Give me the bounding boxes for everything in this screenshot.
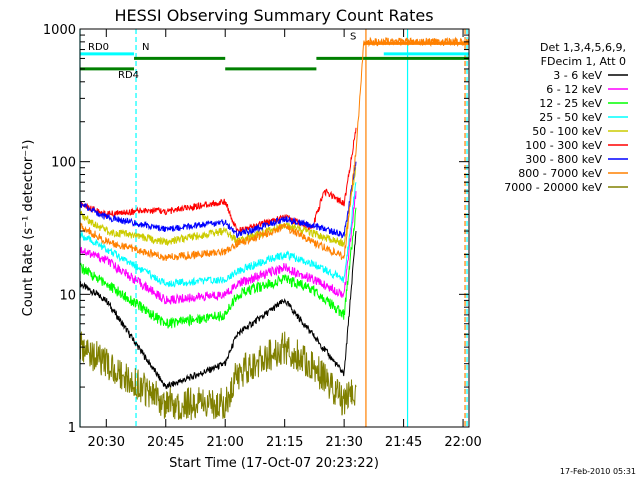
legend-header-line-1: Det 1,3,4,5,6,9, (540, 41, 626, 54)
series-line-1 (79, 230, 357, 390)
status-label-rd4: RD4 (118, 70, 139, 81)
footer-timestamp: 17-Feb-2010 05:31 (560, 467, 636, 476)
status-label-s: S (350, 31, 356, 42)
legend-label: 12 - 25 keV (539, 97, 602, 110)
y-axis: 1 10 100 1000 (43, 23, 469, 436)
legend-label: 800 - 7000 keV (518, 167, 602, 180)
series-line-8 (79, 36, 470, 261)
legend-header-line-2: FDecim 1, Att 0 (541, 55, 626, 68)
y-tick-label: 10 (59, 288, 76, 303)
x-tick-label: 20:30 (88, 435, 125, 450)
x-axis: 20:30 20:45 21:00 21:15 21:30 21:45 22:00 (88, 29, 482, 450)
series-line-7 (79, 161, 357, 239)
legend-label: 25 - 50 keV (539, 111, 602, 124)
legend-label: 100 - 300 keV (525, 139, 602, 152)
chart-title: HESSI Observing Summary Count Rates (114, 6, 433, 25)
series-line-4 (79, 182, 357, 288)
series-line-2 (79, 191, 357, 305)
legend-label: 50 - 100 keV (532, 125, 602, 138)
y-tick-label: 100 (51, 156, 76, 171)
x-tick-label: 21:30 (325, 435, 362, 450)
series-line-5 (79, 166, 357, 247)
x-tick-label: 22:00 (444, 435, 481, 450)
y-axis-label: Count Rate (s⁻¹ detector⁻¹) (21, 140, 36, 317)
x-tick-label: 21:45 (385, 435, 422, 450)
series-line-9 (79, 330, 357, 421)
y-tick-label: 1000 (43, 23, 76, 38)
legend-label: 300 - 800 keV (525, 153, 602, 166)
x-tick-label: 21:00 (206, 435, 243, 450)
x-tick-label: 21:15 (266, 435, 303, 450)
y-tick-label: 1 (68, 421, 76, 436)
legend-label: 6 - 12 keV (546, 83, 602, 96)
status-label-n: N (142, 42, 149, 53)
legend-label: 3 - 6 keV (553, 69, 602, 82)
legend: Det 1,3,4,5,6,9, FDecim 1, Att 0 3 - 6 k… (504, 41, 628, 194)
status-label-rd0: RD0 (88, 42, 109, 53)
x-tick-label: 20:45 (147, 435, 184, 450)
x-axis-label: Start Time (17-Oct-07 20:23:22) (169, 456, 379, 471)
plot-frame (79, 28, 470, 428)
series-line-3 (79, 207, 357, 329)
plot-area: RD0 N RD4 S (79, 29, 470, 427)
legend-label: 7000 - 20000 keV (504, 181, 602, 194)
